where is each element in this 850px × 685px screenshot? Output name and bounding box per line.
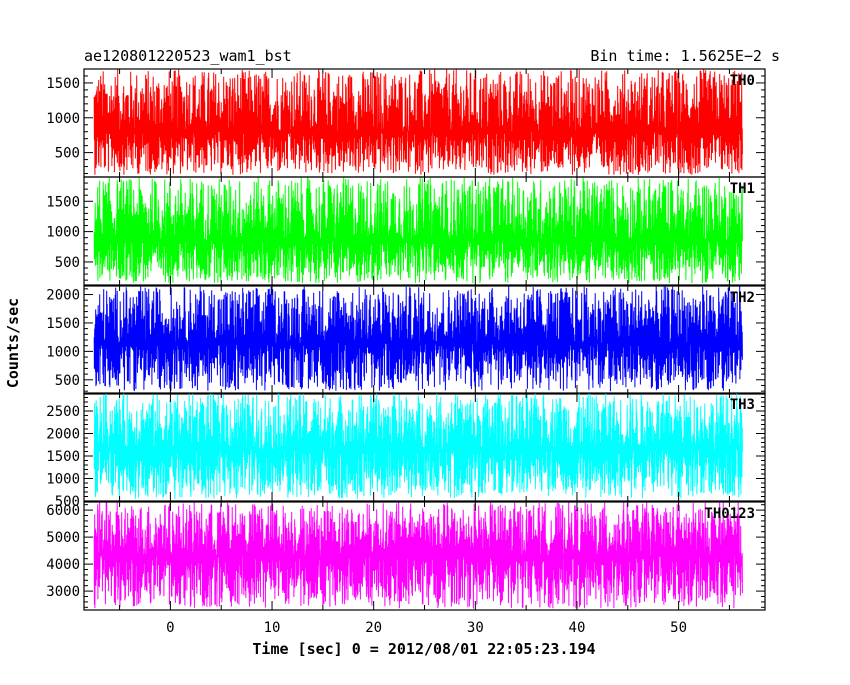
- panel-th0123: 3000 4000 5000 6000 TH0123: [46, 501, 766, 611]
- y-tick-label: 500: [55, 255, 80, 271]
- panel-th0: 500 1000 1500 TH0: [46, 68, 766, 178]
- series-th1: [93, 177, 743, 284]
- y-tick-label: 5000: [46, 530, 80, 546]
- chart-title: ae120801220523_wam1_bst: [84, 47, 292, 65]
- y-tick-label: 1000: [46, 472, 80, 488]
- series-th0123: [93, 502, 743, 609]
- y-tick-label: 2000: [46, 288, 80, 304]
- y-tick-label: 1000: [46, 225, 80, 241]
- y-tick-label: 3000: [46, 584, 80, 600]
- panel-name-th0123: TH0123: [704, 506, 755, 522]
- panel-name-th0: TH0: [730, 73, 755, 89]
- y-tick-label: 1500: [46, 76, 80, 92]
- series-th3: [93, 393, 743, 499]
- x-tick-label: 40: [569, 620, 586, 636]
- x-tick-label: 0: [166, 620, 174, 636]
- y-tick-label: 1000: [46, 111, 80, 127]
- x-tick-label: 50: [670, 620, 687, 636]
- panel-name-th2: TH2: [730, 290, 755, 306]
- panel-name-th3: TH3: [730, 397, 755, 413]
- bin-time-label: Bin time: 1.5625E−2 s: [590, 47, 780, 65]
- panel-th2: 500 1000 1500 2000 TH2: [46, 285, 766, 395]
- series-th0: [93, 69, 743, 175]
- panel-name-th1: TH1: [730, 181, 755, 197]
- y-tick-label: 2500: [46, 404, 80, 420]
- y-tick-label: 2000: [46, 427, 80, 443]
- y-tick-label: 1500: [46, 194, 80, 210]
- y-tick-label: 500: [55, 146, 80, 162]
- y-tick-label: 4000: [46, 557, 80, 573]
- x-tick-label: 30: [467, 620, 484, 636]
- x-axis-label: Time [sec] 0 = 2012/08/01 22:05:23.194: [252, 640, 595, 658]
- y-tick-label: 1000: [46, 344, 80, 360]
- y-axis-label: Counts/sec: [4, 298, 22, 388]
- x-tick-label: 20: [365, 620, 382, 636]
- y-tick-label: 6000: [46, 503, 80, 519]
- panel-th1: 500 1000 1500 TH1: [46, 176, 766, 286]
- panel-th3: 500 1000 1500 2000 2500 TH3: [46, 392, 766, 510]
- y-tick-label: 500: [55, 373, 80, 389]
- y-tick-label: 500: [55, 494, 80, 510]
- y-tick-label: 1500: [46, 316, 80, 332]
- y-tick-label: 1500: [46, 449, 80, 465]
- x-tick-label: 10: [264, 620, 281, 636]
- series-th2: [93, 286, 743, 392]
